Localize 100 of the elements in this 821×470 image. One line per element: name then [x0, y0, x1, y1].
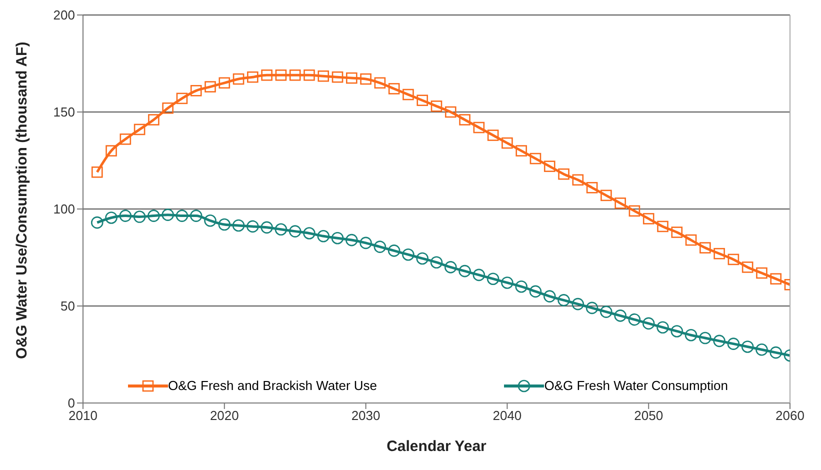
point — [402, 88, 414, 100]
point — [586, 182, 598, 194]
x-axis-title: Calendar Year — [386, 438, 487, 455]
y-tick-label: 200 — [53, 8, 75, 23]
point — [162, 102, 174, 114]
point — [770, 346, 782, 359]
point — [261, 69, 272, 81]
point — [670, 325, 684, 338]
point — [247, 71, 258, 83]
point — [714, 248, 725, 260]
point — [190, 210, 202, 222]
point — [204, 214, 216, 227]
point — [288, 225, 302, 238]
point — [232, 219, 245, 232]
y-axis-title: O&G Water Use/Consumption (thousand AF) — [13, 42, 30, 359]
x-tick-label: 2010 — [68, 408, 98, 424]
point — [628, 205, 640, 217]
point — [232, 73, 244, 85]
point — [133, 210, 146, 223]
point — [148, 114, 160, 126]
point — [430, 100, 442, 112]
y-tick-label: 100 — [53, 202, 75, 217]
point — [106, 145, 117, 156]
point — [502, 137, 513, 149]
point — [332, 71, 344, 83]
point — [162, 208, 174, 221]
point — [90, 216, 104, 229]
point — [586, 302, 598, 314]
point — [543, 290, 556, 302]
point — [699, 332, 712, 344]
x-tick-label: 2060 — [776, 408, 804, 424]
point — [770, 273, 782, 284]
point — [416, 252, 429, 265]
point — [190, 85, 202, 96]
point — [402, 248, 414, 261]
point — [656, 321, 669, 334]
point — [530, 152, 542, 164]
point — [614, 198, 626, 209]
point — [671, 226, 683, 238]
point — [614, 310, 626, 322]
point — [728, 254, 740, 266]
point — [204, 81, 216, 92]
point — [360, 236, 372, 250]
point — [756, 267, 768, 279]
point — [473, 122, 485, 134]
point — [304, 69, 315, 81]
point — [218, 218, 231, 231]
point — [289, 69, 301, 81]
point — [148, 210, 160, 222]
point — [303, 227, 316, 240]
point — [487, 130, 499, 141]
y-tick-label: 50 — [60, 298, 75, 314]
point — [134, 124, 146, 136]
point — [388, 83, 400, 94]
point — [600, 306, 612, 318]
point — [444, 261, 457, 274]
point — [529, 285, 542, 298]
point — [572, 298, 584, 310]
point — [600, 190, 612, 202]
point — [346, 234, 358, 246]
point — [416, 94, 428, 106]
point — [317, 230, 330, 242]
point — [120, 134, 132, 145]
point — [727, 338, 740, 350]
point — [558, 294, 570, 306]
point — [501, 276, 514, 289]
point — [516, 145, 527, 156]
y-tick-label: 150 — [53, 104, 75, 120]
point — [374, 77, 386, 89]
point — [260, 221, 273, 234]
point — [444, 106, 456, 118]
point — [459, 114, 470, 126]
point — [544, 160, 556, 172]
point — [346, 72, 358, 84]
legend-label: O&G Fresh and Brackish Water Use — [168, 378, 378, 393]
point — [176, 210, 188, 222]
point — [756, 344, 768, 356]
point — [275, 69, 287, 81]
point — [360, 73, 372, 85]
point — [657, 220, 668, 232]
point — [388, 244, 400, 257]
point — [684, 328, 698, 342]
point — [486, 272, 500, 285]
point — [318, 70, 330, 82]
y-tick-label: 0 — [68, 396, 75, 411]
point — [246, 220, 259, 233]
point — [572, 174, 584, 186]
point — [628, 313, 641, 326]
point — [91, 166, 103, 178]
point — [558, 168, 570, 180]
point — [642, 213, 654, 224]
point — [685, 234, 697, 246]
point — [700, 242, 711, 254]
point — [742, 262, 754, 273]
legend-label: O&G Fresh Water Consumption — [544, 378, 728, 393]
point — [472, 268, 486, 282]
point — [105, 212, 118, 224]
point — [374, 240, 386, 253]
point — [331, 232, 344, 244]
x-tick-label: 2050 — [634, 408, 664, 424]
